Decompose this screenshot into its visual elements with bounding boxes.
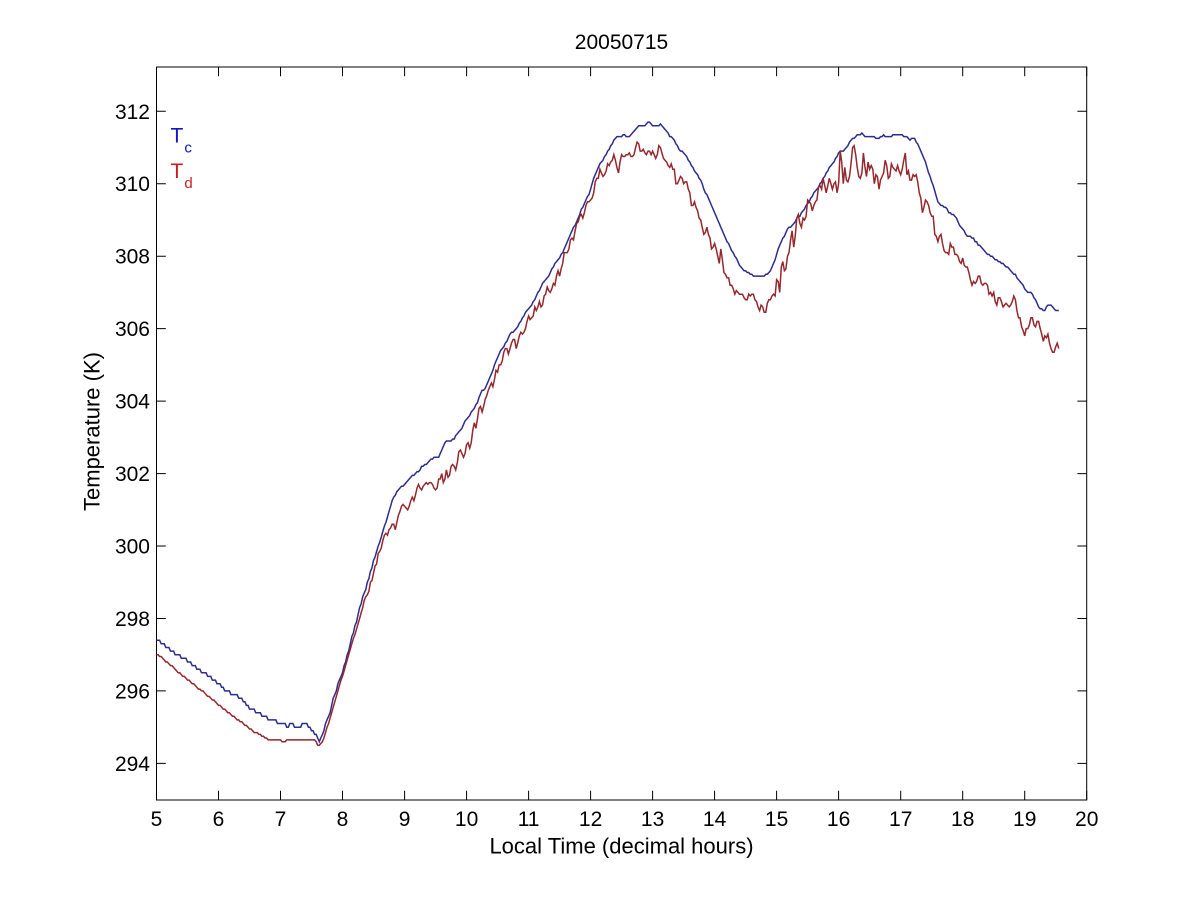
svg-text:312: 312 [115,101,150,124]
svg-text:302: 302 [115,463,150,486]
svg-text:14: 14 [703,808,727,831]
svg-text:13: 13 [641,808,664,831]
svg-text:12: 12 [579,808,602,831]
svg-text:17: 17 [889,808,912,831]
svg-text:20050715: 20050715 [575,31,668,54]
svg-text:11: 11 [518,808,540,831]
svg-text:7: 7 [275,808,287,831]
svg-text:306: 306 [115,318,150,341]
svg-text:16: 16 [827,808,850,831]
svg-text:20: 20 [1075,808,1098,831]
svg-text:9: 9 [399,808,411,831]
svg-text:308: 308 [115,246,150,269]
svg-text:298: 298 [115,608,150,631]
svg-text:8: 8 [337,808,349,831]
svg-text:294: 294 [115,753,150,776]
svg-text:300: 300 [115,536,150,559]
svg-text:18: 18 [951,808,974,831]
svg-text:296: 296 [115,680,150,703]
svg-text:19: 19 [1013,808,1036,831]
svg-text:10: 10 [455,808,478,831]
svg-text:Local Time (decimal hours): Local Time (decimal hours) [489,834,753,859]
svg-text:304: 304 [115,391,150,414]
svg-text:15: 15 [765,808,788,831]
svg-text:6: 6 [213,808,225,831]
svg-text:Temperature (K): Temperature (K) [80,352,105,511]
svg-text:5: 5 [151,808,163,831]
svg-text:310: 310 [115,173,150,196]
